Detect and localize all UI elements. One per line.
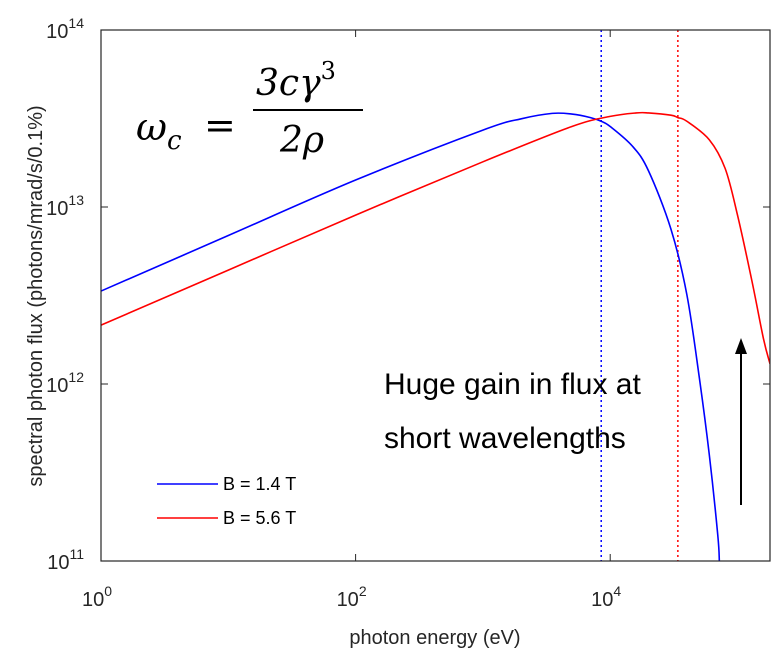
series-group	[101, 111, 770, 561]
legend: B = 1.4 T B = 5.6 T	[157, 474, 296, 528]
axes-box	[100, 29, 771, 562]
formula-numerator-main: 3cγ	[256, 63, 321, 104]
annotation-line-1: Huge gain in flux at	[384, 368, 641, 401]
y-tick-label: 1011	[47, 546, 84, 574]
critical-energy-markers	[600, 30, 679, 561]
x-tick-label: 100	[82, 583, 112, 611]
formula-numerator: 3cγ3	[256, 57, 336, 104]
x-axis-ticks: 100 102 104	[82, 30, 621, 611]
annotation-line-2: short wavelengths	[384, 422, 626, 455]
formula-subscript: c	[167, 126, 182, 156]
plot-area	[101, 30, 770, 561]
formula-numerator-sup: 3	[321, 57, 336, 85]
series-line	[101, 111, 770, 365]
formula-lhs: ωc	[136, 105, 182, 156]
x-tick-label: 102	[337, 583, 367, 611]
y-tick-label: 1012	[46, 369, 84, 397]
critical-frequency-formula: ωc = 3cγ3 2ρ	[136, 57, 363, 161]
legend-label: B = 5.6 T	[223, 508, 296, 528]
y-tick-label: 1014	[46, 15, 84, 43]
y-axis-label: spectral photon flux (photons/mrad/s/0.1…	[25, 105, 47, 486]
formula-equals: =	[204, 103, 236, 147]
gain-arrow-icon	[735, 338, 747, 505]
formula-omega: ω	[136, 105, 167, 149]
series-line	[101, 112, 721, 561]
y-tick-label: 1013	[46, 192, 84, 220]
formula-denominator: 2ρ	[279, 120, 324, 161]
x-axis-label: photon energy (eV)	[349, 627, 520, 649]
legend-label: B = 1.4 T	[223, 474, 296, 494]
x-tick-label: 104	[591, 583, 621, 611]
